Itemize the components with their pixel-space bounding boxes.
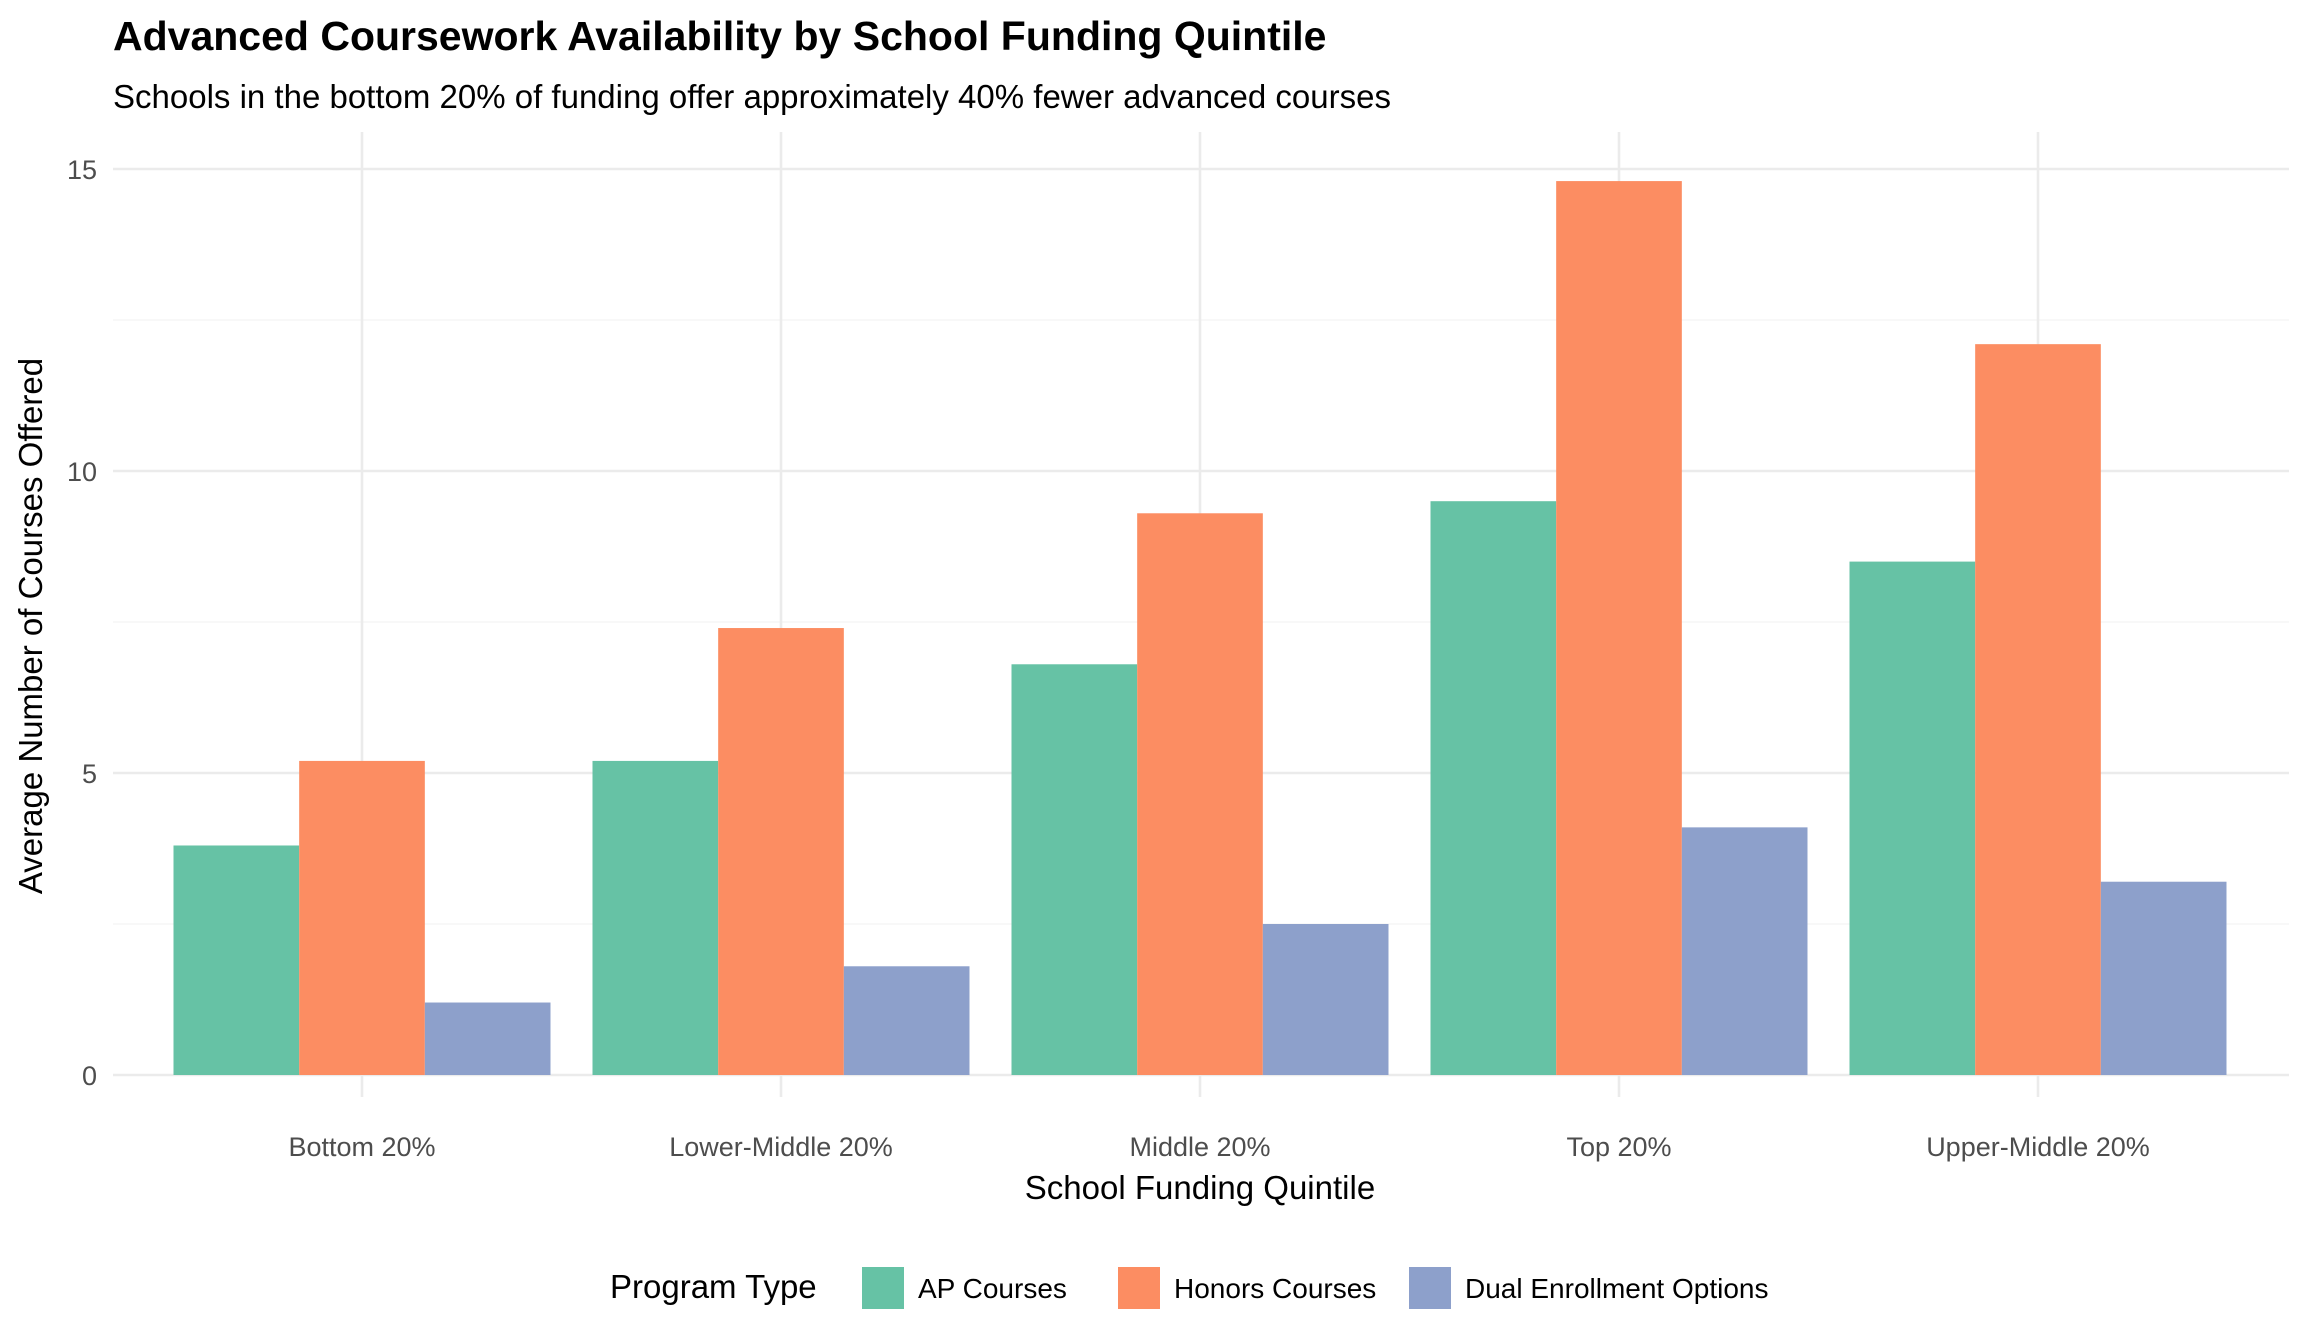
x-tick-label: Middle 20% [1129, 1132, 1270, 1162]
x-tick-label: Bottom 20% [288, 1132, 435, 1162]
x-axis-title: School Funding Quintile [1025, 1169, 1375, 1206]
legend: Program Type AP Courses Honors Courses Dua… [610, 1267, 1768, 1309]
x-tick-label: Lower-Middle 20% [669, 1132, 893, 1162]
bar-ap-courses-bottom-20 [173, 845, 300, 1075]
legend-key-honors-courses [1118, 1267, 1160, 1309]
y-tick-label: 5 [82, 759, 97, 789]
bar-dual-enrollment-options-bottom-20 [424, 1002, 551, 1075]
x-axis-ticks: Bottom 20% Lower-Middle 20% Middle 20% Top … [288, 1132, 2149, 1162]
bar-ap-courses-top-20 [1430, 501, 1557, 1075]
bar-honors-courses-lower-middle-20 [718, 628, 844, 1075]
y-tick-label: 0 [82, 1061, 97, 1091]
chart-title: Advanced Coursework Availability by Scho… [113, 13, 1326, 59]
bar-ap-courses-upper-middle-20 [1849, 561, 1976, 1075]
y-axis-title: Average Number of Courses Offered [12, 358, 49, 894]
y-tick-label: 15 [67, 155, 97, 185]
legend-title: Program Type [610, 1268, 817, 1305]
bar-ap-courses-middle-20 [1011, 664, 1138, 1075]
legend-key-ap-courses [862, 1267, 904, 1309]
bar-dual-enrollment-options-top-20 [1681, 827, 1808, 1075]
y-tick-label: 10 [67, 457, 97, 487]
bar-honors-courses-middle-20 [1137, 513, 1263, 1075]
x-tick-label: Top 20% [1566, 1132, 1671, 1162]
bar-dual-enrollment-options-upper-middle-20 [2100, 881, 2227, 1075]
legend-key-dual-enrollment-options [1409, 1267, 1451, 1309]
chart-subtitle: Schools in the bottom 20% of funding off… [113, 78, 1391, 115]
bar-honors-courses-upper-middle-20 [1975, 344, 2101, 1075]
bars [173, 181, 2227, 1075]
legend-label: AP Courses [918, 1273, 1067, 1304]
y-axis-ticks: 0 5 10 15 [67, 155, 97, 1091]
legend-label: Dual Enrollment Options [1465, 1273, 1768, 1304]
bar-dual-enrollment-options-middle-20 [1262, 924, 1389, 1075]
legend-label: Honors Courses [1174, 1273, 1376, 1304]
bar-honors-courses-top-20 [1556, 181, 1682, 1075]
bar-dual-enrollment-options-lower-middle-20 [843, 966, 970, 1075]
bar-honors-courses-bottom-20 [299, 760, 425, 1075]
x-tick-label: Upper-Middle 20% [1926, 1132, 2150, 1162]
bar-ap-courses-lower-middle-20 [592, 760, 719, 1075]
